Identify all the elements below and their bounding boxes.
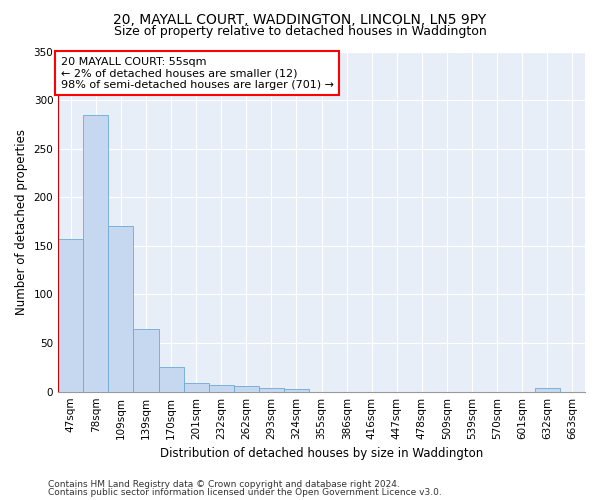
Bar — [109, 226, 133, 392]
Y-axis label: Number of detached properties: Number of detached properties — [15, 128, 28, 314]
Bar — [184, 383, 209, 392]
Text: 20 MAYALL COURT: 55sqm
← 2% of detached houses are smaller (12)
98% of semi-deta: 20 MAYALL COURT: 55sqm ← 2% of detached … — [61, 56, 334, 90]
Text: Size of property relative to detached houses in Waddington: Size of property relative to detached ho… — [113, 25, 487, 38]
Text: Contains HM Land Registry data © Crown copyright and database right 2024.: Contains HM Land Registry data © Crown c… — [48, 480, 400, 489]
Bar — [83, 114, 109, 392]
Bar — [58, 239, 83, 392]
Text: Contains public sector information licensed under the Open Government Licence v3: Contains public sector information licen… — [48, 488, 442, 497]
Bar — [284, 389, 309, 392]
Bar — [133, 328, 158, 392]
Bar — [259, 388, 284, 392]
Bar — [234, 386, 259, 392]
X-axis label: Distribution of detached houses by size in Waddington: Distribution of detached houses by size … — [160, 447, 483, 460]
Bar — [158, 368, 184, 392]
Bar — [209, 385, 234, 392]
Text: 20, MAYALL COURT, WADDINGTON, LINCOLN, LN5 9PY: 20, MAYALL COURT, WADDINGTON, LINCOLN, L… — [113, 12, 487, 26]
Bar — [535, 388, 560, 392]
